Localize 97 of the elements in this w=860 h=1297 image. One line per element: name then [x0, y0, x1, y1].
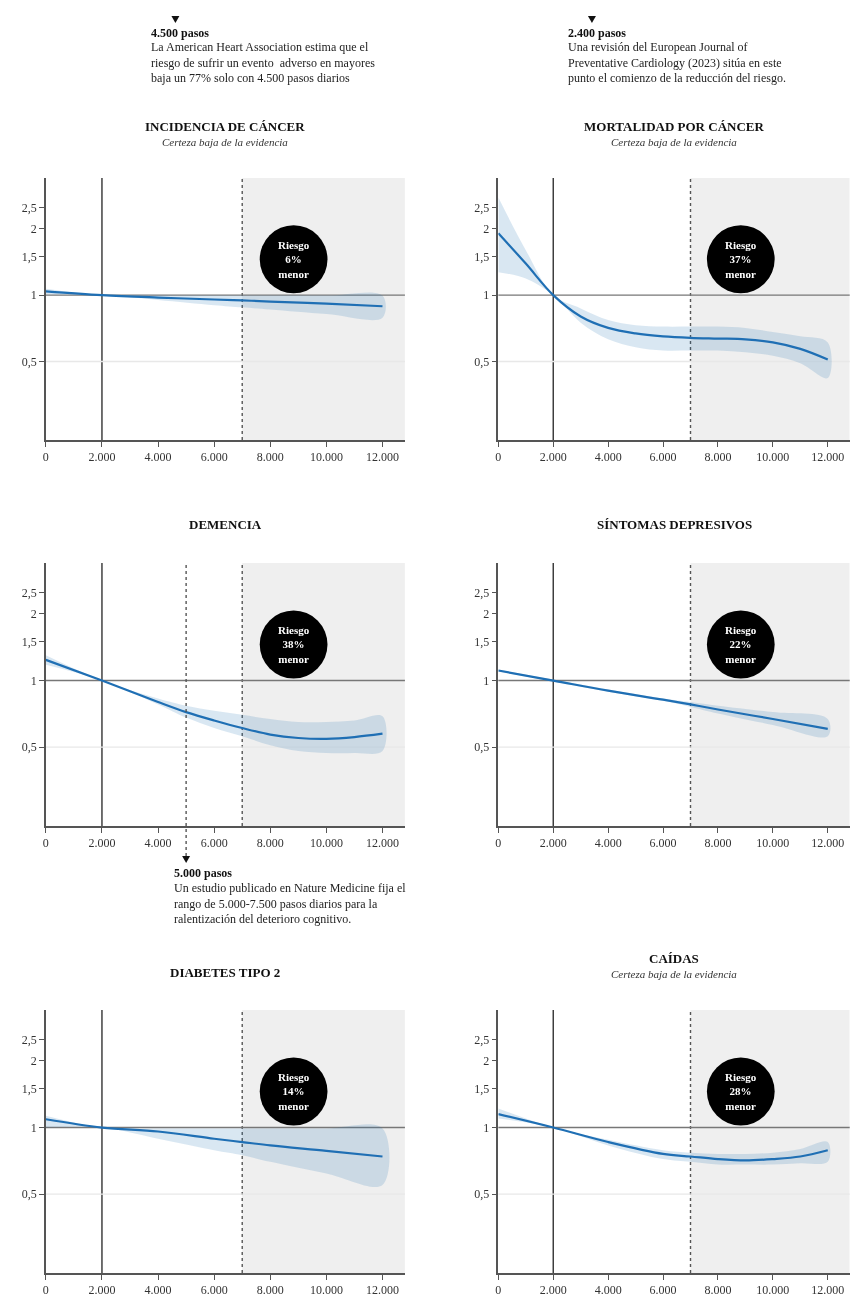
chart-subtitle: Certeza baja de la evidencia [611, 968, 738, 980]
y-tick-label: 1 [483, 1120, 490, 1135]
text: Un estudio publicado en Nature Medicine fija el rango de 5.000-7.500 pasos diarios para la ralentización del deterioro cognitivo. [174, 881, 407, 927]
x-tick-label: 2.000 [88, 1283, 116, 1297]
y-tick-label: 2,5 [21, 1032, 37, 1047]
y-tick-label: 1,5 [21, 1081, 37, 1096]
x-tick-label: 10.000 [309, 1283, 343, 1297]
x-tick-label: 2.000 [88, 836, 116, 851]
x-tick-label: 10.000 [756, 836, 790, 851]
chart-title: INCIDENCIA DE CÁNCER [145, 119, 306, 134]
x-tick-label: 6.000 [649, 1283, 677, 1297]
annotation: Riesgo 28% menor [725, 1071, 757, 1112]
y-tick-label: 1,5 [21, 249, 37, 264]
x-tick-label: 8.000 [704, 836, 732, 851]
y-tick-label: 0,5 [474, 1187, 490, 1202]
text: 2.400 pasos [568, 26, 627, 40]
y-tick-label: 0,5 [21, 354, 37, 369]
annotation: Riesgo 6% menor [278, 239, 310, 280]
text: 4.500 pasos [151, 26, 210, 40]
x-tick-label: 8.000 [256, 450, 284, 465]
x-tick-label: 6.000 [200, 1283, 228, 1297]
x-tick-label: 12.000 [811, 836, 845, 851]
chart-title: SÍNTOMAS DEPRESIVOS [597, 517, 753, 532]
y-tick-label: 2 [483, 221, 490, 236]
x-tick-label: 8.000 [256, 1283, 284, 1297]
y-tick-label: 1 [483, 673, 490, 688]
x-tick-label: 4.000 [594, 836, 622, 851]
y-tick-label: 1,5 [474, 1081, 490, 1096]
x-tick-label: 10.000 [756, 450, 790, 465]
y-tick-label: 2,5 [21, 200, 37, 215]
ref-line-label: 5.000 pasos [174, 866, 233, 880]
y-tick-label: 0,5 [21, 1187, 37, 1202]
line-series [45, 290, 384, 308]
line-series [45, 1118, 384, 1158]
x-tick-label: 0 [495, 836, 502, 851]
y-tick-label: 2 [30, 607, 37, 622]
annotation: Riesgo 14% menor [278, 1071, 310, 1112]
y-tick-label: 2,5 [474, 200, 490, 215]
y-tick-label: 2 [483, 607, 490, 622]
x-tick-label: 8.000 [704, 1283, 732, 1297]
annotation: Riesgo 37% menor [725, 239, 757, 280]
y-tick-label: 1 [30, 288, 37, 303]
x-tick-label: 2.000 [88, 450, 116, 465]
y-tick-label: 2 [30, 1054, 37, 1069]
chart-subtitle: Certeza baja de la evidencia [162, 136, 289, 148]
y-tick-label: 2,5 [474, 1032, 490, 1047]
x-tick-label: 8.000 [256, 836, 284, 851]
x-tick-label: 6.000 [649, 836, 677, 851]
x-tick-label: 4.000 [144, 450, 172, 465]
x-tick-label: 12.000 [365, 1283, 399, 1297]
x-tick-label: 0 [495, 450, 502, 465]
text: La American Heart Association estima que el riesgo de sufrir un evento adverso en mayores baja un 77% solo con 4.500 pasos diarios [151, 40, 376, 86]
x-tick-label: 6.000 [200, 450, 228, 465]
x-tick-label: 0 [495, 1283, 502, 1297]
y-tick-label: 1,5 [474, 634, 490, 649]
y-tick-label: 0,5 [474, 740, 490, 755]
y-tick-label: 1 [30, 1120, 37, 1135]
y-tick-label: 1,5 [21, 634, 37, 649]
x-tick-label: 4.000 [594, 450, 622, 465]
y-tick-label: 1,5 [474, 249, 490, 264]
chart-title: CAÍDAS [649, 951, 699, 966]
x-tick-label: 0 [42, 836, 49, 851]
chart-title: DIABETES TIPO 2 [170, 965, 281, 980]
y-tick-label: 0,5 [474, 354, 490, 369]
x-tick-label: 0 [42, 1283, 49, 1297]
chart-title: DEMENCIA [189, 517, 262, 532]
x-tick-label: 12.000 [365, 450, 399, 465]
x-tick-label: 12.000 [811, 450, 845, 465]
x-tick-label: 4.000 [594, 1283, 622, 1297]
y-tick-label: 1 [30, 673, 37, 688]
annotation: Riesgo 22% menor [725, 624, 757, 665]
y-tick-label: 2,5 [21, 585, 37, 600]
text: Una revisión del European Journal of Preventative Cardiology (2023) sitúa en este punto el comienzo de la reducción del riesgo. [568, 40, 786, 86]
annotation: Riesgo 38% menor [278, 624, 310, 665]
x-tick-label: 10.000 [309, 450, 343, 465]
x-tick-label: 10.000 [309, 836, 343, 851]
x-tick-label: 2.000 [539, 836, 567, 851]
y-tick-label: 2,5 [474, 585, 490, 600]
y-tick-label: 2 [483, 1054, 490, 1069]
x-tick-label: 2.000 [539, 450, 567, 465]
y-tick-label: 0,5 [21, 740, 37, 755]
chart-title: MORTALIDAD POR CÁNCER [584, 119, 765, 134]
x-tick-label: 12.000 [811, 1283, 845, 1297]
x-tick-label: 4.000 [144, 1283, 172, 1297]
x-tick-label: 10.000 [756, 1283, 790, 1297]
x-tick-label: 6.000 [200, 836, 228, 851]
chart-subtitle: Certeza baja de la evidencia [611, 136, 738, 148]
x-tick-label: 4.000 [144, 836, 172, 851]
x-tick-label: 0 [42, 450, 49, 465]
x-tick-label: 2.000 [539, 1283, 567, 1297]
line-series [45, 658, 384, 740]
x-tick-label: 6.000 [649, 450, 677, 465]
x-tick-label: 12.000 [365, 836, 399, 851]
y-tick-label: 2 [30, 221, 37, 236]
line-series [498, 232, 829, 361]
x-tick-label: 8.000 [704, 450, 732, 465]
y-tick-label: 1 [483, 288, 490, 303]
